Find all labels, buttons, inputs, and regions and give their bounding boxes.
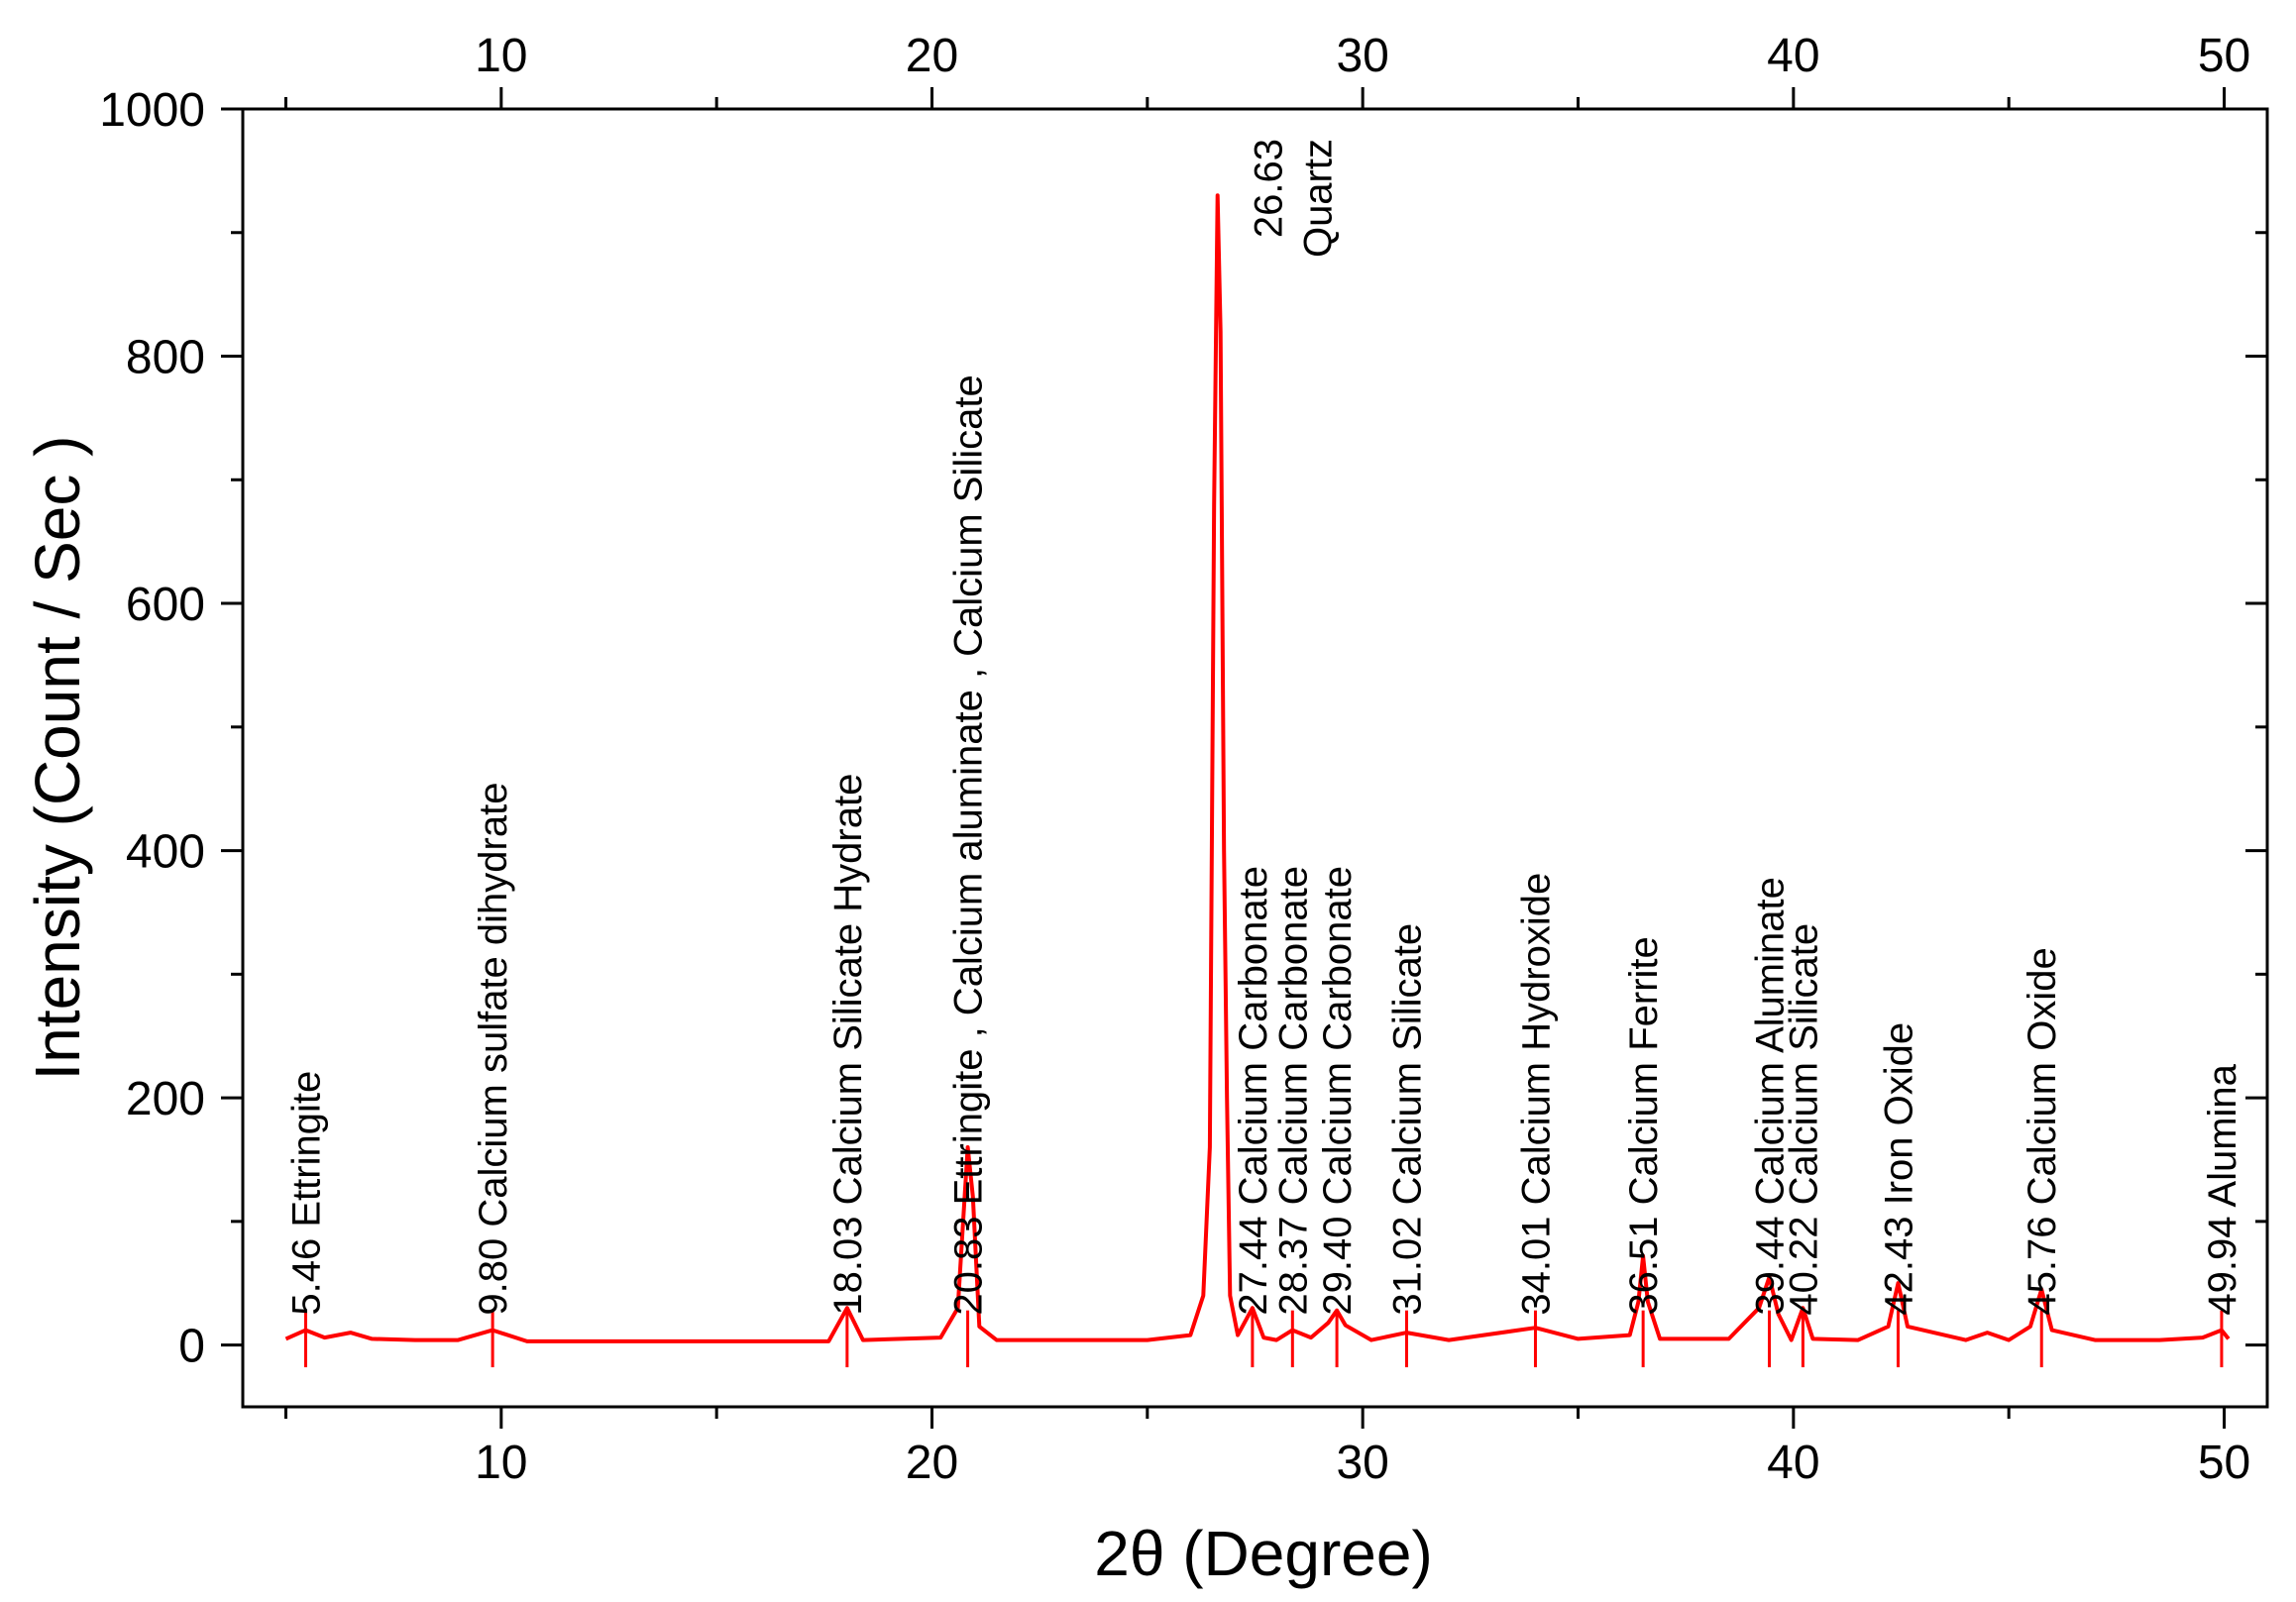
quartz-name-label: Quartz xyxy=(1297,139,1341,258)
series xyxy=(284,193,2231,1343)
x-tick-label: 50 xyxy=(2198,1437,2250,1489)
top-x-tick-label: 40 xyxy=(1767,30,1819,82)
x-tick-label: 20 xyxy=(906,1437,958,1489)
y-tick-label: 1000 xyxy=(99,84,205,137)
x-axis-title: 2θ (Degree) xyxy=(1094,1518,1433,1589)
peak-label: 27.44 Calcium Carbonate xyxy=(1232,866,1275,1316)
y-tick-label: 200 xyxy=(126,1073,205,1125)
peak-label: 40.22 Calcium Silicate xyxy=(1782,923,1825,1316)
x-tick-label: 10 xyxy=(475,1437,527,1489)
y-tick-label: 400 xyxy=(126,826,205,879)
y-tick-label: 0 xyxy=(178,1321,205,1373)
top-x-tick-label: 20 xyxy=(906,30,958,82)
quartz-value-label: 26.63 xyxy=(1248,139,1291,238)
peak-label: 39.44 Calcium Aluminate xyxy=(1749,877,1793,1315)
peak-label: 45.76 Calcium Oxide xyxy=(2021,947,2064,1315)
plot-frame xyxy=(241,107,2269,1409)
y-tick-label: 800 xyxy=(126,332,205,384)
peak-label: 29.40 Calcium Carbonate xyxy=(1316,866,1360,1316)
ticks: 10 20 30 40 50 10 20 30 40 50 0 200 400 600 800 1000 xyxy=(99,30,2267,1489)
peak-label: 20.83 Ettringite , Calcium aluminate , C… xyxy=(947,374,991,1315)
peak-label: 18.03 Calcium Silicate Hydrate xyxy=(826,774,870,1316)
x-tick-label: 40 xyxy=(1767,1437,1819,1489)
top-x-tick-label: 10 xyxy=(475,30,527,82)
peak-markers xyxy=(303,1310,2224,1368)
xrd-pattern-line xyxy=(284,193,2231,1343)
peak-label: 42.43 Iron Oxide xyxy=(1878,1022,1921,1316)
peak-label: 9.80 Calcium sulfate dihydrate xyxy=(472,783,515,1316)
peak-label: 34.01 Calcium Hydroxide xyxy=(1515,873,1559,1316)
peak-label: 5.46 Ettringite xyxy=(285,1071,329,1316)
axes xyxy=(241,107,2269,1409)
top-x-tick-label: 50 xyxy=(2198,30,2250,82)
x-tick-label: 30 xyxy=(1336,1437,1388,1489)
peak-label: 28.37 Calcium Carbonate xyxy=(1271,866,1315,1316)
y-tick-label: 600 xyxy=(126,579,205,631)
labels: 5.46 Ettringite 9.80 Calcium sulfate dihy… xyxy=(285,139,2244,1316)
y-axis-title: Intensity (Count / Sec ) xyxy=(22,436,93,1081)
peak-label: 31.02 Calcium Silicate xyxy=(1386,923,1430,1316)
top-x-tick-label: 30 xyxy=(1336,30,1388,82)
peak-label: 49.94 Alumina xyxy=(2201,1063,2244,1315)
peak-label: 36.51 Calcium Ferrite xyxy=(1622,936,1666,1315)
